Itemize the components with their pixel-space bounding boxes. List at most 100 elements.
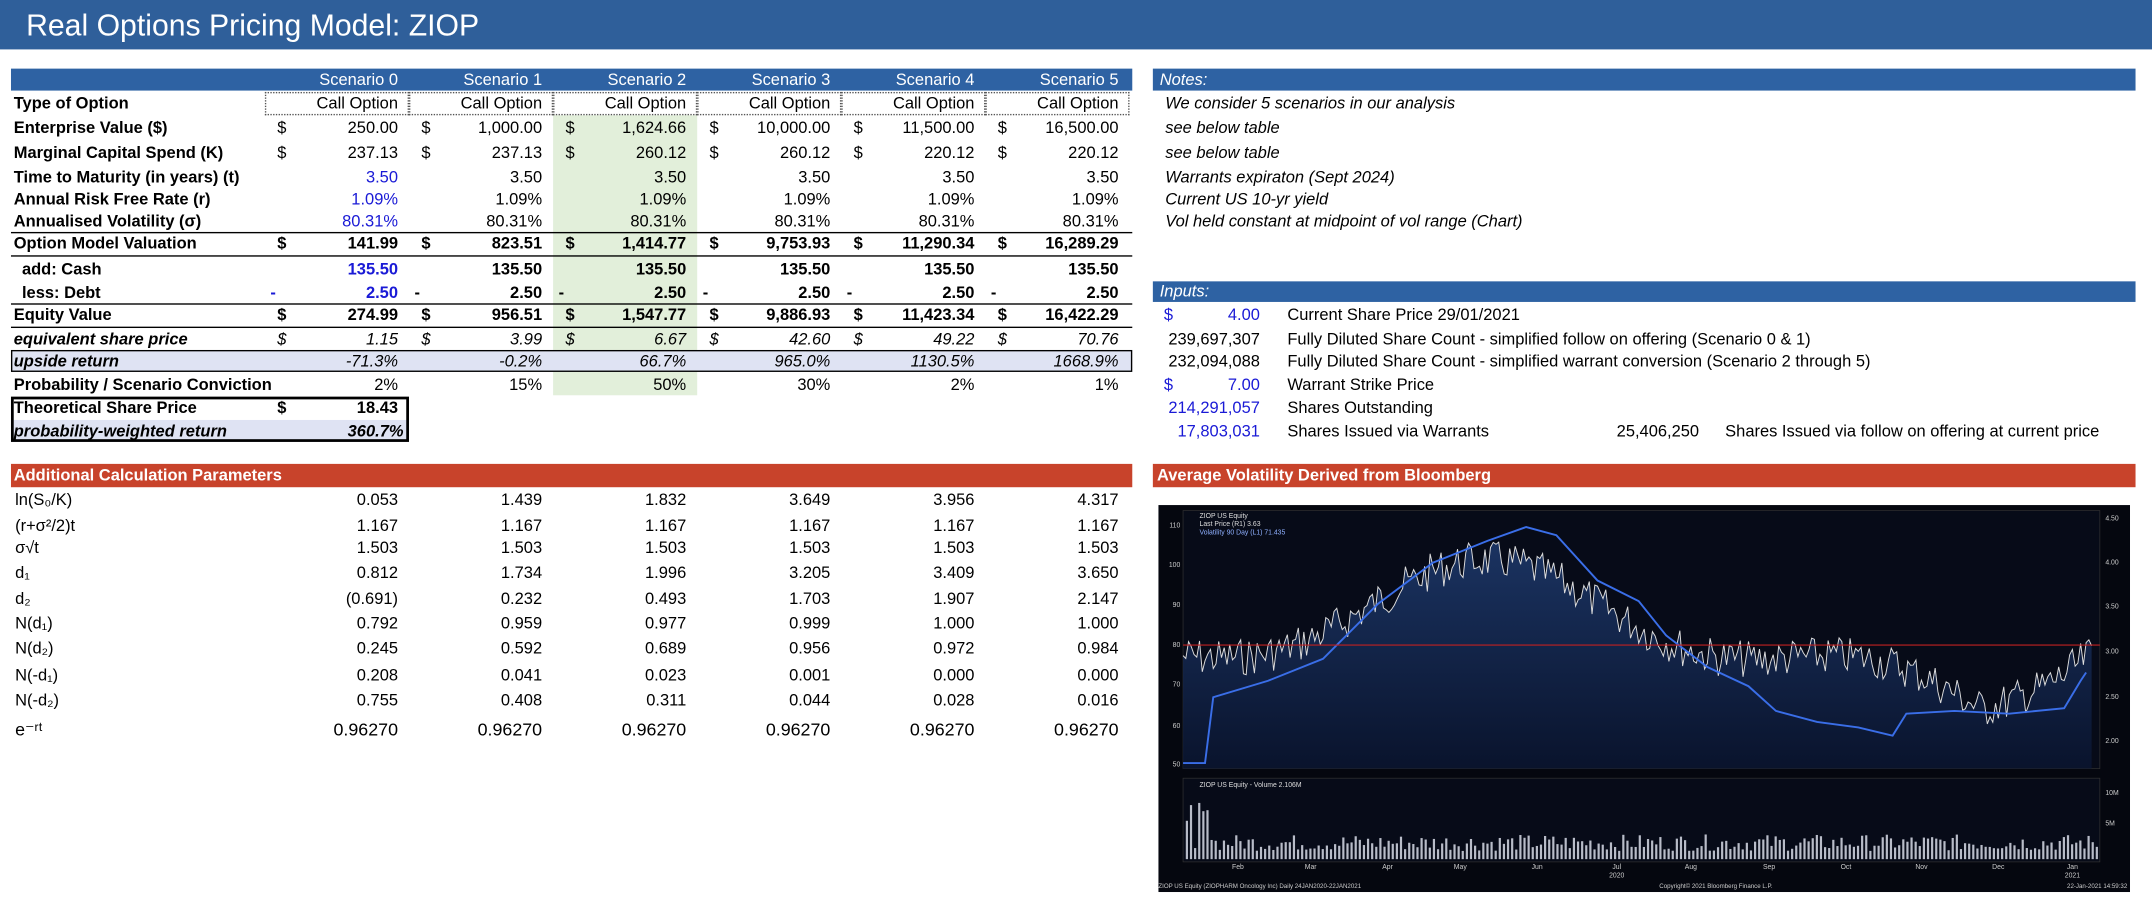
volume-bar (1235, 835, 1238, 860)
param-value: 0.956 (789, 638, 831, 658)
year-label: 2021 (2065, 872, 2080, 879)
param-value: 1.996 (645, 562, 687, 582)
volume-bar (1511, 838, 1514, 860)
volume-bar (1832, 839, 1835, 860)
volume-bar (1963, 843, 1967, 860)
currency-symbol: $ (997, 304, 1007, 324)
column-header: Scenario 3 (751, 69, 831, 90)
cell-value: 70.76 (1077, 329, 1119, 349)
month-label: Mar (1305, 864, 1318, 871)
volume-bar (1358, 839, 1361, 860)
section-title: Average Volatility Derived from Bloomber… (1156, 465, 1492, 485)
param-value: 0.972 (933, 638, 975, 658)
summary-label: probability-weighted return (13, 421, 227, 441)
left-tick-label: 80 (1173, 642, 1181, 649)
legend-text: Volatility 90 Day (L1) 71.435 (1200, 529, 1286, 536)
volume-bar (1523, 837, 1526, 860)
currency-symbol: $ (421, 118, 431, 138)
volume-bar (1823, 847, 1827, 860)
volume-bar (1424, 839, 1427, 860)
cell-value: 80.31% (342, 211, 399, 231)
currency-symbol: $ (565, 142, 575, 162)
volume-area (1182, 777, 2101, 863)
currency-symbol: - (270, 282, 276, 302)
cell-value: 250.00 (347, 118, 399, 138)
volume-bar (1968, 843, 1971, 860)
volume-bar (1515, 849, 1518, 860)
volume-bar (1984, 846, 1987, 860)
note: Current US 10-yr yield (1165, 189, 1329, 209)
volatility-line (1183, 526, 2087, 765)
volume-bar (1531, 847, 1534, 860)
cell-value: 1.09% (351, 189, 399, 209)
volume-bar (1280, 842, 1283, 860)
volume-bar (1922, 837, 1925, 860)
volume-bar (1329, 849, 1333, 860)
left-tick-label: 110 (1169, 522, 1180, 529)
volume-bar (1486, 843, 1489, 860)
cell-value: 80.31% (486, 211, 543, 231)
currency-symbol: $ (709, 233, 719, 253)
right-tick-label: 3.50 (2105, 603, 2119, 610)
row-label: upside return (13, 351, 119, 371)
currency-symbol: $ (997, 118, 1007, 138)
cell-value: 274.99 (347, 304, 399, 324)
volume-bar (1609, 842, 1613, 860)
volume-bar (1288, 842, 1291, 860)
volume-bar (1889, 838, 1893, 860)
volume-bar (1725, 840, 1728, 860)
note: see below table (1165, 142, 1280, 162)
volume-bar (1375, 846, 1378, 860)
volume-bar (1646, 839, 1650, 860)
volume-bar (1626, 840, 1629, 860)
cell-value: 16,500.00 (1045, 118, 1119, 138)
volume-bar (2062, 837, 2065, 860)
volume-bar (1992, 848, 1995, 860)
volume-bar (1272, 849, 1275, 860)
param-value: 1.503 (356, 538, 399, 558)
volume-bar (1379, 838, 1382, 860)
volume-bar (1828, 848, 1831, 860)
volume-bar (1655, 844, 1658, 860)
param-value: 1.503 (1077, 538, 1119, 558)
volume-bar (1601, 844, 1604, 860)
volume-bar (1638, 835, 1641, 860)
month-label: Jan (2067, 864, 2078, 871)
volume-bar (1185, 820, 1188, 860)
volume-bar (1881, 837, 1884, 860)
cell-value: 16,289.29 (1045, 233, 1119, 253)
cell-value: 49.22 (933, 329, 975, 349)
row-label: Enterprise Value ($) (13, 118, 168, 138)
note: Vol held constant at midpoint of vol ran… (1165, 211, 1523, 231)
row-label: add: Cash (21, 259, 102, 279)
volume-bar (1799, 842, 1802, 860)
input-description: Shares Issued via follow on offering at … (1725, 421, 2100, 441)
cell-value: 135.50 (491, 259, 543, 279)
left-tick-label: 100 (1169, 562, 1181, 569)
volume-bar (1947, 850, 1950, 860)
input-value: 25,406,250 (1616, 421, 1700, 441)
volume-bar (1198, 802, 1201, 860)
volume-bar (2066, 835, 2070, 860)
param-value: 4.317 (1077, 489, 1119, 510)
price-line (1182, 541, 2093, 725)
param-value: 3.650 (1077, 562, 1119, 582)
volume-bar (1671, 850, 1674, 860)
currency-symbol: $ (421, 304, 431, 324)
currency-symbol: $ (1163, 374, 1174, 394)
currency-symbol: $ (853, 142, 863, 162)
input-value: 4.00 (1227, 304, 1260, 324)
param-label: σ√t (15, 538, 39, 558)
currency-symbol: $ (853, 118, 863, 138)
volume-bar (1972, 844, 1975, 860)
upside-row-bg (10, 349, 1133, 372)
volume-bar (1630, 846, 1633, 860)
left-tick-label: 60 (1173, 723, 1181, 730)
volume-bar (1692, 850, 1695, 860)
cell-value: 16,422.29 (1045, 304, 1119, 324)
volume-bar (1391, 843, 1394, 860)
param-value: 3.649 (789, 489, 831, 510)
volume-bar (1408, 842, 1411, 860)
cell-border (697, 91, 842, 116)
summary-value: 360.7% (347, 421, 404, 441)
